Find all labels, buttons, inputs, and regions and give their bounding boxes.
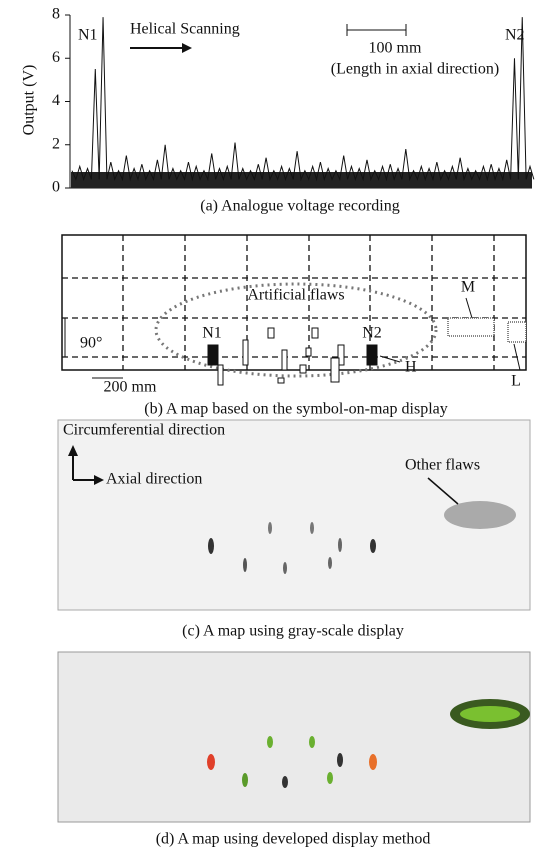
flaw-region bbox=[154, 282, 438, 378]
gray-spots bbox=[208, 501, 516, 574]
color-map bbox=[57, 651, 531, 823]
annotation: N2 bbox=[505, 27, 525, 44]
caption: (c) A map using gray-scale display bbox=[182, 623, 404, 640]
noise-floor bbox=[71, 172, 532, 188]
caption: (a) Analogue voltage recording bbox=[200, 198, 399, 215]
pointer bbox=[379, 355, 401, 363]
label: M bbox=[461, 279, 475, 296]
label: L bbox=[511, 373, 521, 390]
label: N1 bbox=[202, 325, 222, 342]
caption: (d) A map using developed display method bbox=[156, 831, 431, 848]
label: 200 mm bbox=[104, 379, 157, 396]
arrow-head bbox=[182, 43, 192, 53]
label: Circumferential direction bbox=[63, 422, 225, 439]
y-tick-label: 6 bbox=[52, 49, 60, 66]
caption: (b) A map based on the symbol-on-map dis… bbox=[144, 401, 448, 418]
label: Other flaws bbox=[405, 457, 480, 474]
map-frame bbox=[61, 234, 527, 371]
annotation: N1 bbox=[78, 27, 98, 44]
label: 90° bbox=[80, 335, 102, 352]
label: Axial direction bbox=[106, 471, 202, 488]
pointer bbox=[427, 477, 459, 505]
y-label: Output (V) bbox=[21, 65, 38, 136]
y-tick-label: 2 bbox=[52, 135, 60, 152]
label: H bbox=[405, 359, 417, 376]
y-tick-label: 8 bbox=[52, 6, 60, 23]
arrow-head bbox=[94, 475, 104, 485]
pointer bbox=[513, 343, 521, 371]
annotation: 100 mm bbox=[369, 40, 422, 57]
color-spots bbox=[207, 699, 530, 788]
pointer bbox=[465, 297, 473, 319]
y-tick-label: 0 bbox=[52, 179, 60, 196]
label: N2 bbox=[362, 325, 382, 342]
flaw-symbols bbox=[207, 317, 527, 386]
arrow-head bbox=[68, 445, 78, 456]
y-tick-label: 4 bbox=[52, 92, 60, 109]
annotation: (Length in axial direction) bbox=[331, 61, 499, 78]
signal-line bbox=[71, 17, 535, 182]
label: Artificial flaws bbox=[247, 287, 344, 304]
annotation: Helical Scanning bbox=[130, 21, 240, 38]
